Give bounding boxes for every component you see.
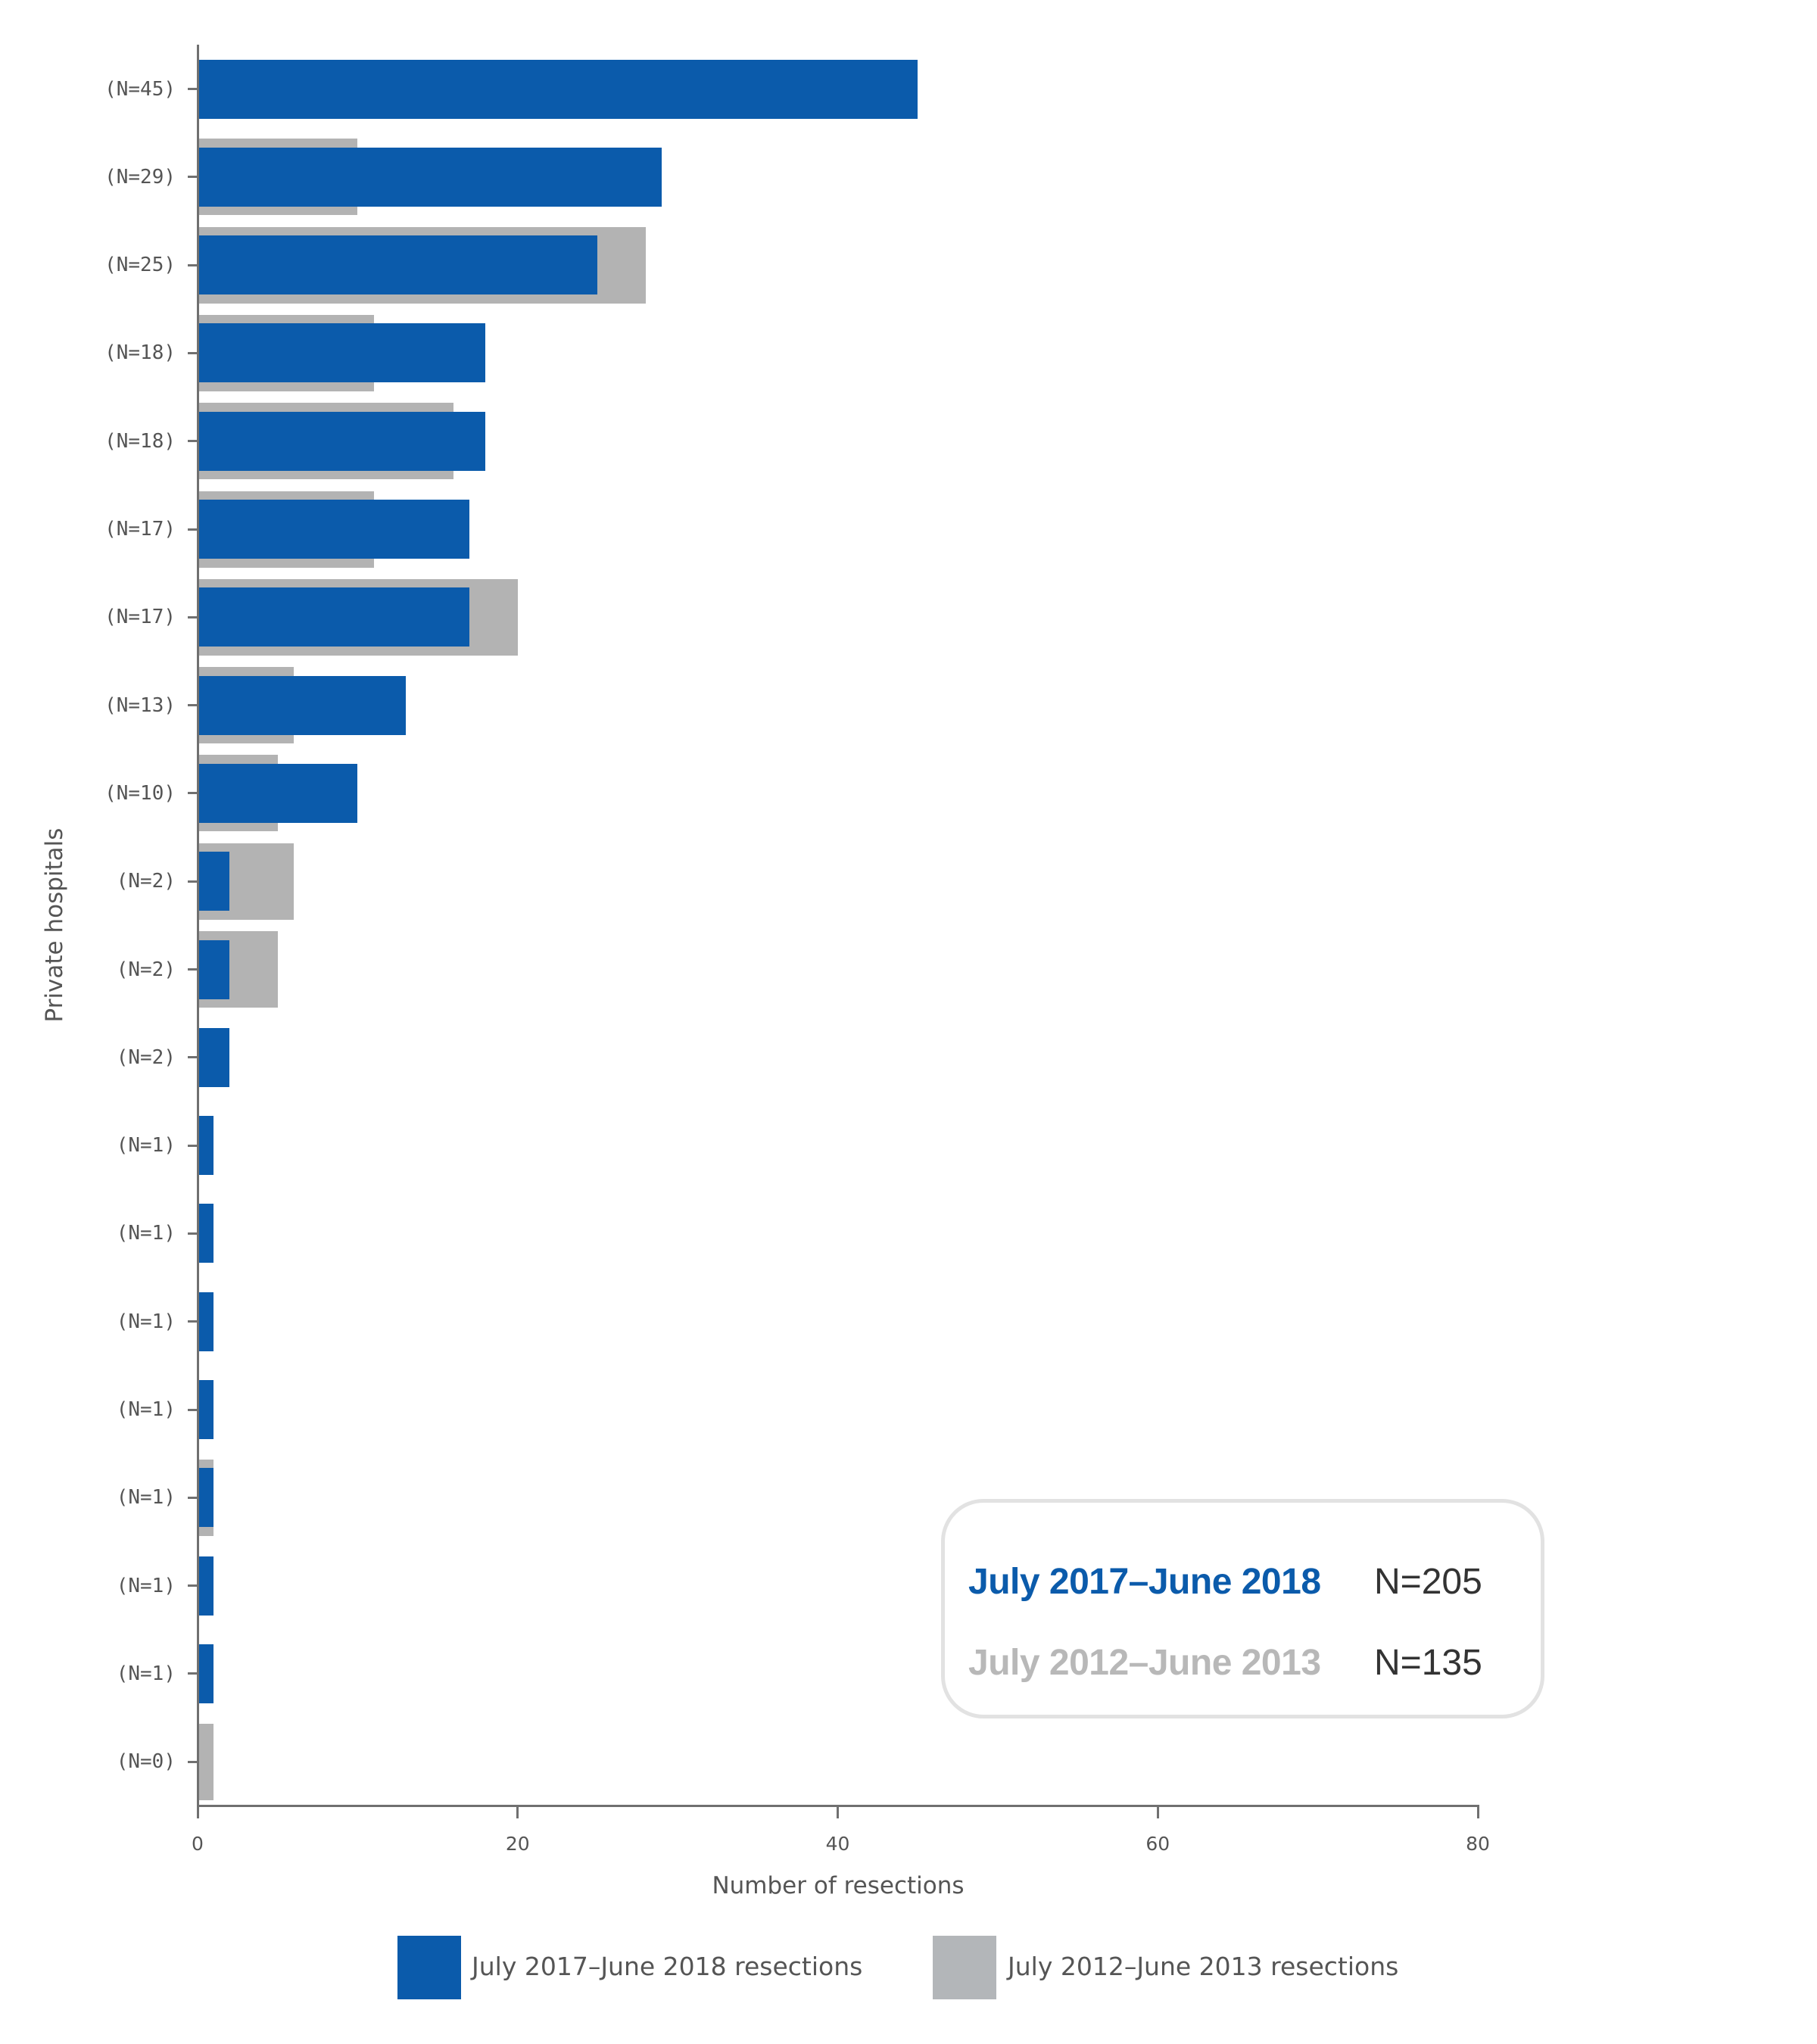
y-axis-line — [197, 45, 199, 1807]
y-tick-label: (N=1) — [116, 1134, 176, 1158]
x-tick-mark — [1156, 1806, 1159, 1818]
y-tick-label: (N=2) — [116, 958, 176, 981]
bar-current-period — [198, 1292, 214, 1351]
bar-current-period — [198, 1027, 230, 1087]
x-tick-label: 40 — [825, 1833, 850, 1855]
y-tick-label: (N=1) — [116, 1222, 176, 1245]
y-tick-mark — [188, 351, 198, 354]
bar-current-period — [198, 852, 230, 911]
y-tick-mark — [188, 1144, 198, 1147]
bar-current-period — [198, 59, 918, 119]
bar-current-period — [198, 147, 662, 207]
y-tick-label: (N=18) — [104, 341, 176, 365]
y-tick-mark — [188, 176, 198, 179]
bar-current-period — [198, 1556, 214, 1616]
y-tick-label: (N=17) — [104, 606, 176, 629]
current-period-count: N=205 — [1374, 1562, 1482, 1602]
y-tick-mark — [188, 968, 198, 971]
y-tick-mark — [188, 88, 198, 90]
period-total-row-previous: July 2012–June 2013 N=135 — [968, 1642, 1482, 1684]
y-tick-mark — [188, 1584, 198, 1588]
y-tick-mark — [188, 1056, 198, 1059]
y-tick-label: (N=2) — [116, 870, 176, 893]
y-tick-mark — [188, 880, 198, 883]
y-tick-label: (N=25) — [104, 254, 176, 277]
y-tick-mark — [188, 263, 198, 266]
bar-current-period — [198, 1644, 214, 1703]
x-tick-label: 20 — [505, 1833, 530, 1855]
y-tick-mark — [188, 792, 198, 795]
bar-current-period — [198, 323, 486, 383]
bar-current-period — [198, 939, 230, 999]
y-tick-mark — [188, 704, 198, 707]
period-totals-box: July 2017–June 2018 N=205 July 2012–June… — [941, 1499, 1544, 1718]
y-tick-label: (N=18) — [104, 429, 176, 453]
current-period-label: July 2017–June 2018 — [968, 1562, 1321, 1602]
x-tick-mark — [516, 1806, 519, 1818]
x-tick-mark — [1476, 1806, 1479, 1818]
x-tick-label: 0 — [192, 1833, 204, 1855]
y-tick-label: (N=0) — [116, 1750, 176, 1774]
y-tick-mark — [188, 1672, 198, 1675]
y-tick-label: (N=1) — [116, 1574, 176, 1597]
previous-period-label: July 2012–June 2013 — [968, 1643, 1321, 1683]
bar-current-period — [198, 500, 470, 559]
bar-previous-period — [198, 1723, 214, 1800]
x-tick-mark — [196, 1806, 199, 1818]
bar-current-period — [198, 763, 358, 823]
period-total-row-current: July 2017–June 2018 N=205 — [968, 1561, 1482, 1603]
y-axis-title: Private hospitals — [41, 827, 68, 1023]
bar-current-period — [198, 675, 406, 735]
legend-label-previous: July 2012–June 2013 resections — [1008, 1952, 1399, 1981]
legend-swatch-current — [397, 1936, 461, 1999]
y-tick-mark — [188, 1496, 198, 1499]
y-tick-mark — [188, 1232, 198, 1235]
y-tick-label: (N=17) — [104, 518, 176, 541]
y-tick-mark — [188, 1760, 198, 1763]
y-tick-label: (N=2) — [116, 1045, 176, 1069]
bar-current-period — [198, 1468, 214, 1528]
x-tick-mark — [837, 1806, 839, 1818]
y-tick-label: (N=1) — [116, 1398, 176, 1421]
x-axis-title: Number of resections — [712, 1872, 965, 1899]
previous-period-count: N=135 — [1374, 1643, 1482, 1683]
bar-current-period — [198, 587, 470, 647]
x-tick-label: 80 — [1466, 1833, 1490, 1855]
bar-current-period — [198, 235, 598, 295]
y-tick-label: (N=29) — [104, 165, 176, 189]
legend-label-current: July 2017–June 2018 resections — [472, 1952, 863, 1981]
x-tick-label: 60 — [1145, 1833, 1170, 1855]
y-tick-mark — [188, 615, 198, 618]
bar-current-period — [198, 411, 486, 471]
bar-current-period — [198, 1116, 214, 1176]
y-tick-label: (N=1) — [116, 1486, 176, 1510]
y-tick-label: (N=1) — [116, 1310, 176, 1333]
legend-swatch-previous — [933, 1936, 996, 1999]
y-tick-label: (N=1) — [116, 1662, 176, 1685]
y-tick-mark — [188, 440, 198, 443]
y-tick-label: (N=45) — [104, 77, 176, 101]
y-tick-label: (N=10) — [104, 781, 176, 805]
y-tick-mark — [188, 1320, 198, 1323]
bar-current-period — [198, 1380, 214, 1439]
y-tick-mark — [188, 528, 198, 531]
y-tick-label: (N=13) — [104, 693, 176, 717]
y-tick-mark — [188, 1408, 198, 1411]
bar-current-period — [198, 1204, 214, 1263]
